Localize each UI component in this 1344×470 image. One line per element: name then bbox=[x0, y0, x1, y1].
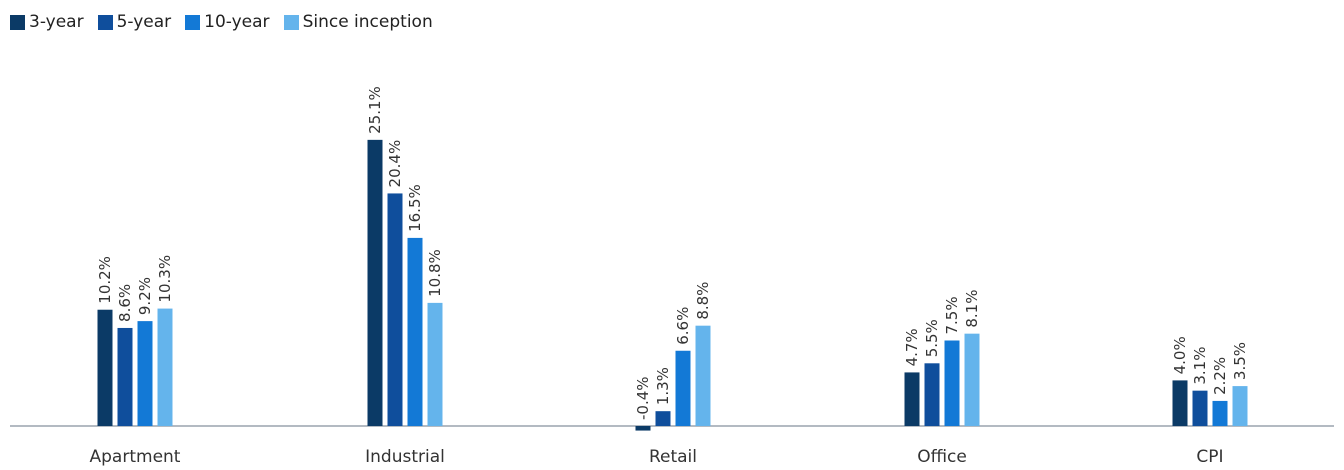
value-label-cpi-10-year: 2.2% bbox=[1211, 357, 1229, 395]
bar-apartment-since-inception bbox=[157, 308, 173, 426]
category-label-office: Office bbox=[917, 447, 967, 467]
category-label-retail: Retail bbox=[649, 447, 697, 467]
value-label-retail-5-year: 1.3% bbox=[654, 367, 672, 405]
value-label-cpi-5-year: 3.1% bbox=[1191, 347, 1209, 385]
value-label-office-since-inception: 8.1% bbox=[963, 290, 981, 328]
bar-office-3-year bbox=[904, 372, 920, 426]
category-label-apartment: Apartment bbox=[90, 447, 181, 467]
legend-swatch-5-year bbox=[97, 14, 113, 30]
bar-cpi-3-year bbox=[1172, 380, 1188, 426]
legend-label-5-year: 5-year bbox=[116, 12, 172, 32]
bar-office-10-year bbox=[944, 340, 960, 426]
bar-apartment-5-year bbox=[117, 327, 133, 426]
chart-legend: 3-year 5-year 10-year Since inception bbox=[10, 12, 447, 32]
legend-item-5-year: 5-year bbox=[97, 12, 172, 32]
value-label-cpi-3-year: 4.0% bbox=[1171, 336, 1189, 374]
legend-swatch-10-year bbox=[185, 14, 201, 30]
value-label-apartment-10-year: 9.2% bbox=[136, 277, 154, 315]
value-label-retail-3-year: -0.4% bbox=[634, 376, 652, 420]
bar-retail-3-year bbox=[635, 426, 651, 431]
bar-apartment-10-year bbox=[137, 321, 153, 426]
category-label-cpi: CPI bbox=[1196, 447, 1223, 467]
bar-industrial-3-year bbox=[367, 139, 383, 427]
bar-cpi-10-year bbox=[1212, 400, 1228, 426]
bar-retail-5-year bbox=[655, 411, 671, 426]
bar-cpi-since-inception bbox=[1232, 386, 1248, 426]
value-label-apartment-5-year: 8.6% bbox=[116, 284, 134, 322]
value-label-apartment-since-inception: 10.3% bbox=[156, 255, 174, 303]
value-label-retail-10-year: 6.6% bbox=[674, 307, 692, 345]
value-label-industrial-10-year: 16.5% bbox=[406, 184, 424, 232]
bar-cpi-5-year bbox=[1192, 390, 1208, 426]
value-label-industrial-5-year: 20.4% bbox=[386, 140, 404, 188]
value-label-industrial-3-year: 25.1% bbox=[366, 86, 384, 134]
bar-retail-10-year bbox=[675, 350, 691, 426]
value-label-apartment-3-year: 10.2% bbox=[96, 256, 114, 304]
legend-item-10-year: 10-year bbox=[185, 12, 270, 32]
value-label-office-3-year: 4.7% bbox=[903, 328, 921, 366]
value-label-retail-since-inception: 8.8% bbox=[694, 282, 712, 320]
legend-label-since-inception: Since inception bbox=[302, 12, 433, 32]
legend-item-since-inception: Since inception bbox=[283, 12, 433, 32]
legend-swatch-since-inception bbox=[283, 14, 299, 30]
bar-retail-since-inception bbox=[695, 325, 711, 426]
bar-office-5-year bbox=[924, 363, 940, 426]
legend-item-3-year: 3-year bbox=[10, 12, 84, 32]
legend-label-3-year: 3-year bbox=[29, 12, 84, 32]
value-label-office-10-year: 7.5% bbox=[943, 296, 961, 334]
legend-swatch-3-year bbox=[10, 14, 25, 30]
bar-office-since-inception bbox=[964, 333, 980, 426]
value-label-office-5-year: 5.5% bbox=[923, 319, 941, 357]
legend-label-10-year: 10-year bbox=[204, 12, 270, 32]
value-label-industrial-since-inception: 10.8% bbox=[426, 249, 444, 297]
bar-industrial-since-inception bbox=[427, 302, 443, 426]
category-label-industrial: Industrial bbox=[365, 447, 445, 467]
bar-industrial-5-year bbox=[387, 193, 403, 426]
bar-apartment-3-year bbox=[97, 309, 113, 426]
bar-industrial-10-year bbox=[407, 237, 423, 426]
value-label-cpi-since-inception: 3.5% bbox=[1231, 342, 1249, 380]
